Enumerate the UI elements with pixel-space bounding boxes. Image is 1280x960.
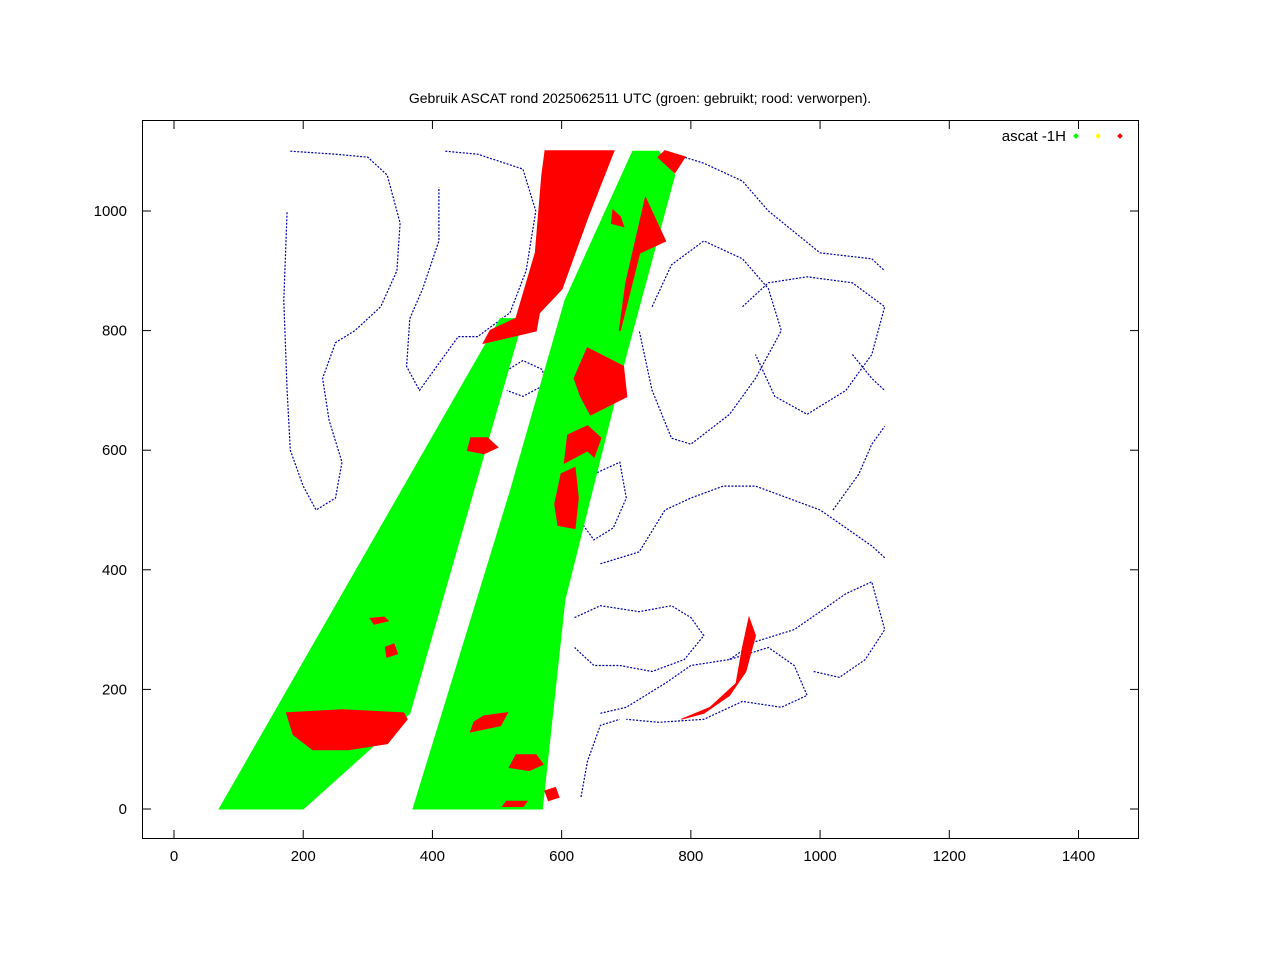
coastlines	[283, 150, 886, 798]
x-axis: 0 200 400 600 800 1000 1200 1400	[170, 120, 1095, 865]
y-tick-label: 0	[119, 801, 127, 818]
coastline	[832, 425, 886, 511]
coastline	[580, 718, 620, 798]
y-tick-label: 200	[102, 681, 127, 698]
legend-marker-used	[1073, 133, 1079, 139]
rejected-region	[466, 437, 499, 455]
rejected-region	[384, 643, 399, 658]
mediterranean-patch	[681, 615, 757, 720]
swath-east	[412, 150, 686, 810]
x-tick-label: 1000	[803, 848, 836, 865]
plot-frame	[142, 120, 1139, 839]
rejected-region	[369, 616, 390, 625]
x-tick-label: 200	[291, 848, 316, 865]
rejected-region	[469, 712, 509, 733]
rejected-region	[544, 786, 560, 802]
coastline	[729, 580, 886, 679]
y-tick-label: 1000	[94, 203, 127, 220]
x-tick-label: 1200	[933, 848, 966, 865]
legend-marker-unknown	[1095, 133, 1101, 139]
coastline	[600, 485, 886, 565]
rejected-region	[563, 425, 602, 464]
coastline	[580, 461, 627, 541]
x-tick-label: 800	[678, 848, 703, 865]
legend-marker-rejected	[1117, 133, 1123, 139]
rejected-region	[618, 195, 667, 331]
swath-west	[218, 150, 615, 810]
x-tick-label: 0	[170, 848, 178, 865]
legend: ascat -1H	[1002, 128, 1123, 145]
coastline	[600, 646, 808, 723]
rejected-region	[508, 754, 544, 772]
x-tick-label: 1400	[1062, 848, 1095, 865]
coastline	[503, 359, 547, 398]
chart-title: Gebruik ASCAT rond 2025062511 UTC (groen…	[409, 90, 871, 106]
legend-label: ascat -1H	[1002, 128, 1066, 145]
rejected-region	[501, 800, 529, 807]
rejected-region	[681, 615, 757, 720]
rejected-region	[482, 150, 615, 345]
y-axis: 0 200 400 600 800 1000	[94, 203, 1139, 818]
x-tick-label: 400	[420, 848, 445, 865]
x-tick-label: 600	[549, 848, 574, 865]
rejected-region	[554, 466, 579, 530]
rejected-region	[573, 347, 628, 416]
legend-markers	[1073, 133, 1123, 139]
y-tick-label: 800	[102, 323, 127, 340]
coastline	[664, 150, 886, 272]
y-tick-label: 400	[102, 562, 127, 579]
coastline	[851, 354, 886, 391]
y-tick-label: 600	[102, 442, 127, 459]
coastline	[638, 240, 782, 445]
coastline	[405, 150, 537, 392]
coastline	[574, 605, 705, 673]
rejected-region	[610, 208, 625, 228]
rejected-region	[285, 709, 408, 751]
used-swath	[218, 318, 524, 810]
rejected-region	[657, 150, 686, 174]
coastline	[283, 150, 401, 511]
plot-area	[218, 150, 886, 810]
